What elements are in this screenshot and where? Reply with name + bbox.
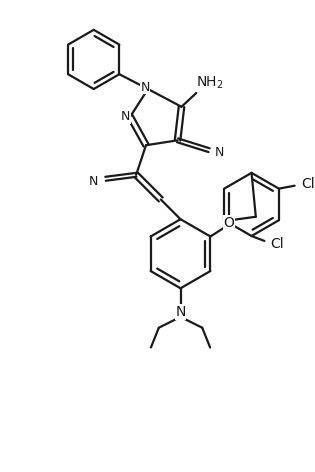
Text: N: N <box>140 81 150 93</box>
Text: Cl: Cl <box>270 237 284 251</box>
Text: N: N <box>89 175 98 188</box>
Text: N: N <box>175 305 186 319</box>
Text: N: N <box>214 146 224 159</box>
Text: Cl: Cl <box>302 177 315 191</box>
Text: O: O <box>224 216 235 230</box>
Text: NH$_2$: NH$_2$ <box>196 75 224 91</box>
Text: N: N <box>121 110 130 123</box>
